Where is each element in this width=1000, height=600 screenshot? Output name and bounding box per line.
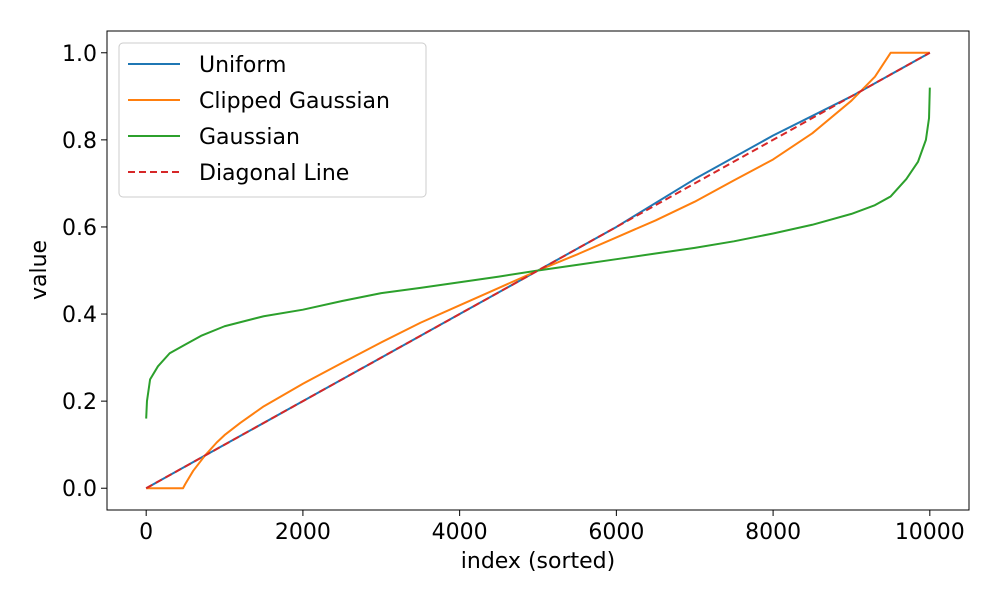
series-line-gaussian [145, 87, 931, 419]
plot-frame [106, 30, 970, 511]
series-line-clipped-gaussian [146, 51, 930, 490]
x-tick-label: 4000 [432, 520, 488, 545]
legend-label-clipped-gaussian: Clipped Gaussian [199, 89, 390, 114]
y-tick-label: 1.0 [62, 42, 97, 67]
y-tick-label: 0.8 [62, 129, 97, 154]
legend-label-uniform: Uniform [199, 53, 286, 78]
legend-box [118, 42, 427, 198]
x-tick-label: 6000 [588, 520, 644, 545]
x-tick-label: 2000 [275, 520, 331, 545]
x-axis-label: index (sorted) [461, 549, 615, 574]
legend-label-diagonal-line: Diagonal Line [199, 161, 349, 186]
x-tick-label: 10000 [895, 520, 965, 545]
legend: Uniform Clipped Gaussian Gaussian Diagonal … [118, 42, 427, 198]
y-axis-ticks: 0.0 0.2 0.4 0.6 0.8 1.0 [62, 42, 107, 502]
y-tick-label: 0.2 [62, 390, 97, 415]
x-tick-label: 8000 [745, 520, 801, 545]
x-tick-label: 0 [139, 520, 153, 545]
y-tick-label: 0.4 [62, 303, 97, 328]
legend-label-gaussian: Gaussian [199, 125, 300, 150]
series-line-diagonal-line [145, 51, 931, 490]
y-tick-label: 0.0 [62, 477, 97, 502]
y-axis-label: value [27, 240, 52, 300]
y-tick-label: 0.6 [62, 216, 97, 241]
series-layer [145, 51, 931, 490]
x-axis-ticks: 0 2000 4000 6000 8000 10000 [139, 510, 965, 545]
